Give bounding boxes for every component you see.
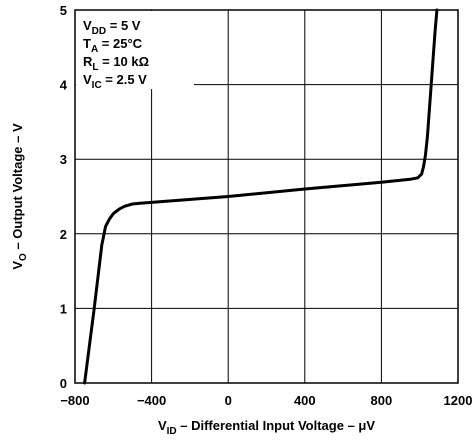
output-voltage-curve [83,8,439,385]
conditions-background [76,11,194,89]
condition-line: VDD = 5 V [83,18,141,37]
x-tick-label: 0 [225,393,232,408]
y-tick-label: 0 [60,376,67,391]
plot-frame [74,9,459,384]
y-tick-label: 5 [60,3,67,18]
condition-line: RL = 10 kΩ [83,54,149,73]
x-tick-label: 400 [294,393,316,408]
y-tick-label: 3 [60,152,67,167]
x-tick-labels: −800 −400 0 400 800 1200 [60,393,472,408]
x-tick-label: −400 [137,393,166,408]
y-tick-labels: 0 1 2 3 4 5 [60,3,68,391]
condition-line: VIC = 2.5 V [83,72,147,91]
x-tick-label: 1200 [444,393,473,408]
x-axis-label: VID – Differential Input Voltage – μV [158,418,375,437]
x-tick-label: −800 [60,393,89,408]
x-tick-label: 800 [371,393,393,408]
y-tick-label: 1 [60,301,67,316]
condition-line: TA = 25°C [83,36,143,55]
y-tick-label: 4 [60,78,68,93]
y-axis-label: VO – Output Voltage – V [10,123,29,270]
y-tick-label: 2 [60,227,67,242]
